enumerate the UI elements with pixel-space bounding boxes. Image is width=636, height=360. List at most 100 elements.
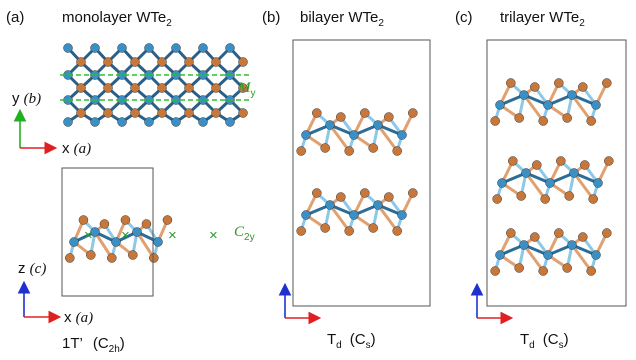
atom <box>297 147 306 156</box>
phase-label: Td(Cs) <box>520 331 569 351</box>
atom <box>154 238 163 247</box>
atom <box>77 84 86 93</box>
atom <box>128 251 137 260</box>
panel-label: (c) <box>455 9 473 26</box>
atom <box>297 227 306 236</box>
atom <box>563 264 572 273</box>
atom <box>592 101 601 110</box>
atom <box>393 227 402 236</box>
atom <box>602 79 611 88</box>
phase-label: 1T’(C2h) <box>62 335 125 355</box>
atom <box>104 58 113 67</box>
atom <box>118 44 127 53</box>
atom <box>491 117 500 126</box>
atom <box>239 109 248 118</box>
atom <box>100 220 109 229</box>
atom <box>185 84 194 93</box>
atom <box>496 101 505 110</box>
atom <box>520 241 529 250</box>
atom <box>131 84 140 93</box>
panel-title: monolayer WTe2 <box>62 9 172 29</box>
atom <box>131 109 140 118</box>
atom <box>345 227 354 236</box>
atom <box>212 109 221 118</box>
atom <box>145 118 154 127</box>
atom <box>345 147 354 156</box>
rotation-label: C2y <box>234 224 255 243</box>
atom <box>226 118 235 127</box>
atom <box>578 233 587 242</box>
rotation-axis-marker: × <box>168 227 177 244</box>
atom <box>163 216 172 225</box>
atom <box>336 193 345 202</box>
atom <box>158 109 167 118</box>
atom <box>384 193 393 202</box>
atom <box>539 117 548 126</box>
atom <box>393 147 402 156</box>
atom <box>515 264 524 273</box>
atom <box>604 157 613 166</box>
atom <box>592 251 601 260</box>
atom <box>384 113 393 122</box>
atom <box>118 118 127 127</box>
atom <box>506 79 515 88</box>
atom <box>70 238 79 247</box>
atom <box>570 169 579 178</box>
atom <box>350 131 359 140</box>
atom <box>321 144 330 153</box>
rotation-axis-marker: × <box>121 227 130 244</box>
atom <box>77 109 86 118</box>
axis-label: y (b) <box>12 90 41 107</box>
atom <box>133 228 142 237</box>
atom <box>91 118 100 127</box>
atom <box>408 189 417 198</box>
atom <box>360 109 369 118</box>
atom <box>580 161 589 170</box>
atom <box>172 118 181 127</box>
panel-label: (a) <box>6 9 24 26</box>
atom <box>302 131 311 140</box>
atom <box>321 224 330 233</box>
atom <box>398 131 407 140</box>
atom <box>131 58 140 67</box>
atom <box>578 83 587 92</box>
atom <box>104 84 113 93</box>
atom <box>199 118 208 127</box>
atom <box>568 91 577 100</box>
atom <box>594 179 603 188</box>
atom <box>104 109 113 118</box>
atom <box>602 229 611 238</box>
atom <box>587 117 596 126</box>
figure: ×××× (a) monolayer WTe2 My y (b) x (a) C… <box>0 0 636 360</box>
atom <box>568 241 577 250</box>
atom <box>145 44 154 53</box>
atom <box>79 216 88 225</box>
atom <box>398 211 407 220</box>
atom <box>350 211 359 220</box>
panel-title: trilayer WTe2 <box>500 9 585 29</box>
atom <box>374 201 383 210</box>
structures: × × × × <box>64 44 614 276</box>
atom <box>142 220 151 229</box>
atom <box>544 101 553 110</box>
panel-title: bilayer WTe2 <box>300 9 384 29</box>
atom <box>520 91 529 100</box>
atom <box>312 109 321 118</box>
atom <box>64 118 73 127</box>
atom <box>107 254 116 263</box>
atom <box>508 157 517 166</box>
atom <box>515 114 524 123</box>
atom <box>496 251 505 260</box>
atom <box>326 201 335 210</box>
atom <box>112 238 121 247</box>
atom <box>506 229 515 238</box>
rotation-axis-marker: × <box>209 227 218 244</box>
atom <box>65 254 74 263</box>
atom <box>589 195 598 204</box>
atom <box>541 195 550 204</box>
atom <box>158 84 167 93</box>
atom <box>408 109 417 118</box>
rotation-axis-marker: × <box>84 227 93 244</box>
atom <box>336 113 345 122</box>
atom <box>212 84 221 93</box>
